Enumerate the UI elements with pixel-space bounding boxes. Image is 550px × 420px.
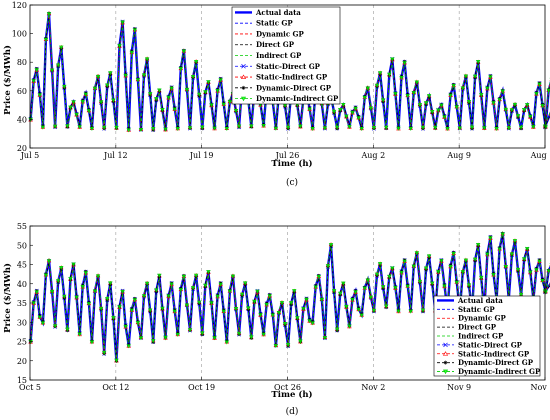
chart-c-legend-label: Static GP — [256, 19, 293, 28]
chart-c-xtick-label: Aug 9 — [446, 151, 471, 160]
chart-d-legend-label: Static-Indirect GP — [458, 349, 530, 358]
chart-c-xtick-label: Jul 5 — [20, 151, 40, 160]
chart-d-ytick-label: 20 — [17, 357, 27, 366]
chart-c-xtick-label: Jul 12 — [103, 151, 128, 160]
chart-d-xtick-label: Oct 26 — [274, 383, 301, 392]
chart-c-legend-label: Static-Indirect GP — [256, 73, 328, 82]
chart-c-legend-label: Indirect GP — [256, 51, 302, 60]
chart-d-ytick-label: 55 — [17, 222, 27, 231]
chart-c-xtick-label: Aug 2 — [360, 151, 385, 160]
chart-d-legend-label: Dynamic GP — [458, 314, 507, 323]
chart-c-legend-label: Actual data — [255, 8, 301, 17]
chart-d-legend-label: Direct GP — [458, 323, 497, 332]
chart-c-ytick-label: 40 — [17, 115, 27, 124]
chart-d-xtick-label: Oct 5 — [19, 383, 41, 392]
chart-d-legend-label: Dynamic-Indirect GP — [458, 367, 541, 376]
chart-d-ylabel: Price ($/MWh) — [2, 263, 13, 333]
chart-c-ytick-label: 60 — [17, 87, 27, 96]
chart-d-caption: (d) — [286, 406, 299, 417]
chart-d-legend-label: Indirect GP — [458, 332, 504, 341]
chart-c-legend-label: Dynamic GP — [256, 29, 305, 38]
chart-d-ytick-label: 35 — [17, 299, 27, 308]
chart-d-ytick-label: 30 — [17, 318, 27, 327]
chart-c-caption: (c) — [286, 177, 298, 188]
chart-c-xlabel: Time (h) — [271, 158, 312, 169]
chart-c-ytick-label: 20 — [17, 144, 27, 153]
chart-c-ytick-label: 100 — [12, 30, 27, 39]
chart-c-legend-label: Direct GP — [256, 40, 295, 49]
chart-d-xtick-label: Oct 12 — [102, 383, 129, 392]
chart-c-ylabel: Price ($/MWh) — [2, 45, 13, 115]
chart-c-legend-label: Dynamic-Direct GP — [256, 83, 332, 92]
chart-c-ytick-label: 120 — [12, 1, 27, 10]
chart-d-marker-series — [28, 232, 550, 363]
chart-d-xlabel: Time (h) — [271, 389, 312, 400]
chart-d-xtick-label: Oct 19 — [188, 383, 215, 392]
chart-c-xtick-label: Jul 19 — [189, 151, 214, 160]
chart-c-legend-label: Static-Direct GP — [256, 62, 321, 71]
chart-d-ytick-label: 25 — [17, 338, 27, 347]
chart-d-legend-box — [433, 295, 541, 377]
chart-d-ytick-label: 15 — [17, 376, 27, 385]
chart-d-ytick-label: 40 — [17, 280, 27, 289]
chart-d-legend-label: Static GP — [458, 305, 495, 314]
chart-d-ytick-label: 50 — [17, 241, 27, 250]
chart-c-xtick-label: Aug 16 — [530, 151, 550, 160]
chart-d-ytick-label: 45 — [17, 261, 27, 270]
chart-d-legend-label: Static-Direct GP — [458, 340, 523, 349]
chart-c-legend-label: Dynamic-Indirect GP — [256, 94, 339, 103]
chart-d-legend-label: Dynamic-Direct GP — [458, 358, 534, 367]
chart-d-xtick-label: Nov 2 — [361, 383, 385, 392]
chart-c-xtick-label: Jul 26 — [275, 151, 300, 160]
chart-c-ytick-label: 80 — [17, 58, 27, 67]
chart-d-xtick-label: Nov 16 — [530, 383, 550, 392]
chart-d-xtick-label: Nov 9 — [447, 383, 471, 392]
chart-d-legend-label: Actual data — [457, 296, 503, 305]
